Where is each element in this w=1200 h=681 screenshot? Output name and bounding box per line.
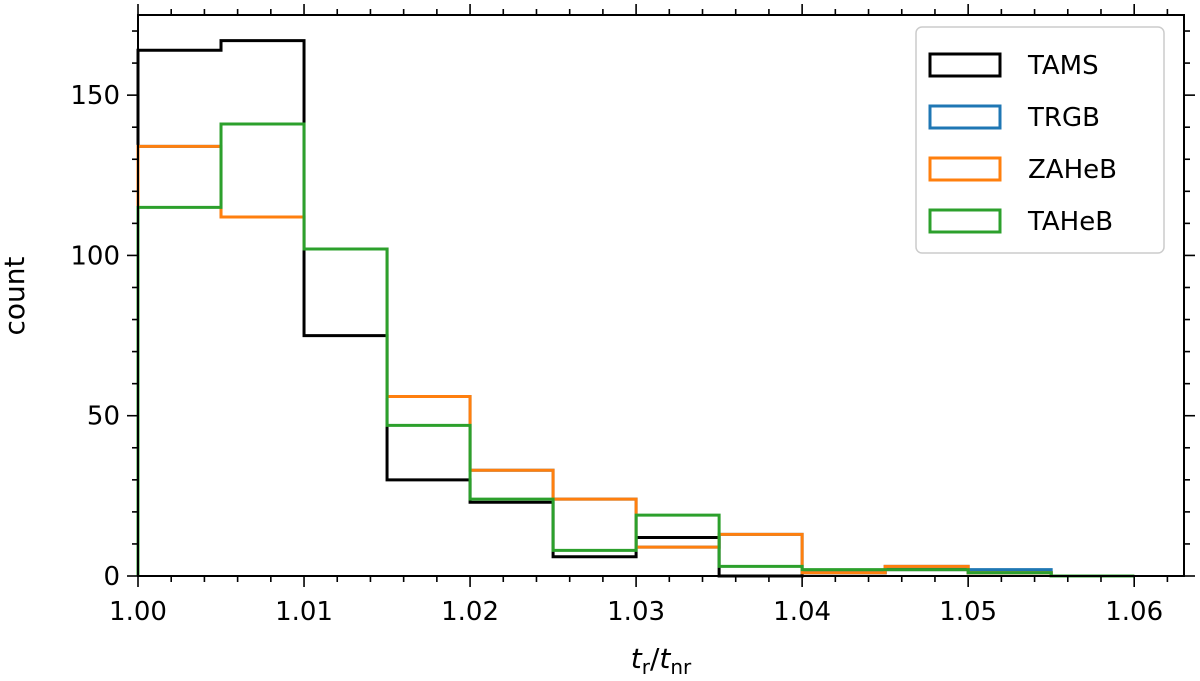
y-axis-label: count bbox=[0, 256, 31, 335]
x-tick-label: 1.01 bbox=[275, 597, 333, 627]
legend-frame bbox=[915, 26, 1165, 254]
legend-label: TRGB bbox=[1027, 103, 1100, 133]
x-tick-label: 1.04 bbox=[773, 597, 831, 627]
legend-swatch bbox=[928, 156, 1002, 182]
legend-label: TAMS bbox=[1027, 51, 1099, 81]
y-tick-label: 150 bbox=[70, 81, 120, 111]
tick-labels-layer: 1.00 1.01 1.02 1.03 1.04 1.05 1.06 0 50 100 150 bbox=[70, 81, 1163, 627]
legend-item-zaheb: ZAHeB bbox=[928, 155, 1117, 185]
y-tick-label: 100 bbox=[70, 241, 120, 271]
x-axis-label-sub-nr: nr bbox=[670, 655, 692, 679]
legend-swatch bbox=[928, 52, 1002, 78]
legend: TAMS TRGB ZAHeB TAHeB bbox=[915, 26, 1165, 254]
series-taheb-step bbox=[136, 122, 1135, 578]
x-tick-label: 1.02 bbox=[441, 597, 499, 627]
plot-frame bbox=[137, 14, 1185, 577]
x-axis-label-slash: / bbox=[650, 642, 660, 675]
x-tick-label: 1.06 bbox=[1105, 597, 1163, 627]
legend-item-trgb: TRGB bbox=[928, 103, 1100, 133]
legend-item-taheb: TAHeB bbox=[928, 207, 1113, 237]
series-layer bbox=[136, 39, 1135, 578]
x-tick-label: 1.05 bbox=[939, 597, 997, 627]
legend-items: TAMS TRGB ZAHeB TAHeB bbox=[928, 51, 1117, 237]
legend-swatch bbox=[928, 104, 1002, 130]
x-axis-label-main: t bbox=[631, 642, 643, 675]
y-tick-label: 0 bbox=[103, 562, 120, 592]
legend-swatch bbox=[928, 208, 1002, 234]
x-axis-label-sub-r: r bbox=[642, 655, 651, 679]
x-tick-label: 1.03 bbox=[607, 597, 665, 627]
legend-label: ZAHeB bbox=[1028, 155, 1117, 185]
legend-label: TAHeB bbox=[1027, 207, 1113, 237]
legend-item-tams: TAMS bbox=[928, 51, 1099, 81]
x-axis-label: tr/tnr bbox=[631, 642, 692, 679]
x-tick-label: 1.00 bbox=[109, 597, 167, 627]
y-tick-label: 50 bbox=[87, 402, 120, 432]
ticks-layer bbox=[127, 4, 1195, 587]
x-axis-label-main-2: t bbox=[659, 642, 671, 675]
